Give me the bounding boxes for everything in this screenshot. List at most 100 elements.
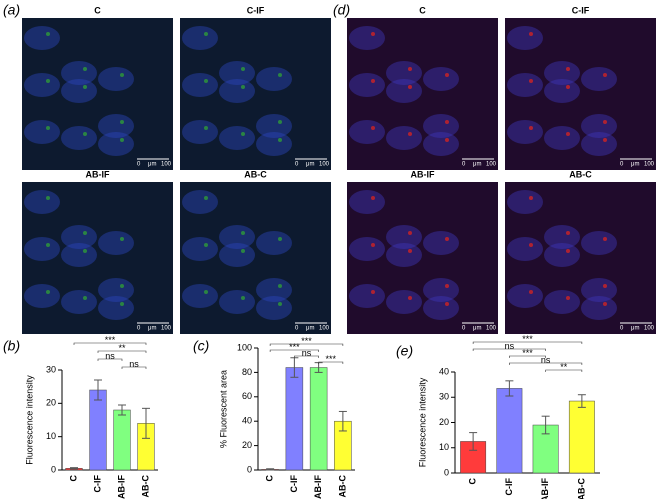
tissue [507, 190, 543, 214]
stain [120, 302, 124, 306]
micrograph-bg [505, 18, 656, 170]
stain [445, 284, 449, 288]
stain [278, 138, 282, 142]
image-label: AB-IF [86, 169, 110, 179]
stain [241, 67, 245, 71]
error-bar [94, 379, 102, 401]
y-axis-label: Fluorescence intensity [417, 377, 427, 467]
significance-bracket [472, 341, 583, 344]
x-tick-label: AB-IF [313, 475, 323, 499]
stain [204, 126, 208, 130]
y-tick-label: 60 [242, 391, 252, 401]
significance-label: *** [105, 335, 116, 345]
tissue [182, 73, 218, 97]
stain [566, 132, 570, 136]
tissue [219, 126, 255, 150]
tissue [182, 284, 218, 308]
stain [83, 85, 87, 89]
tissue [182, 237, 218, 261]
significance-label: ns [105, 351, 115, 361]
micrograph [180, 18, 331, 170]
tissue [349, 284, 385, 308]
stain [445, 237, 449, 241]
tissue [507, 26, 543, 50]
significance-bracket [269, 349, 319, 352]
tissue [581, 67, 617, 91]
stain [445, 138, 449, 142]
scale-end: 100 [486, 326, 497, 332]
stain [529, 290, 533, 294]
stain [120, 120, 124, 124]
stain [204, 243, 208, 247]
stain [371, 79, 375, 83]
stain [566, 231, 570, 235]
significance-bracket [269, 343, 344, 346]
stain [46, 243, 50, 247]
y-axis-label: % Fluorescent area [218, 370, 228, 448]
stain [566, 249, 570, 253]
image-label: C [94, 5, 101, 15]
error-bar [70, 467, 78, 470]
y-tick-label: 20 [439, 417, 449, 427]
image-label: C [419, 5, 426, 15]
significance-label: *** [522, 334, 533, 344]
bar [568, 400, 595, 474]
tissue [544, 79, 580, 103]
tissue [219, 243, 255, 267]
stain [241, 249, 245, 253]
image-label: C-IF [247, 5, 265, 15]
image-label: AB-IF [411, 169, 435, 179]
stain [371, 126, 375, 130]
panel-label: (b) [3, 338, 20, 354]
stain [529, 79, 533, 83]
tissue [507, 73, 543, 97]
scale-end: 100 [486, 162, 497, 168]
scale-unit: μm [148, 162, 156, 168]
bar [285, 367, 304, 471]
bar [309, 367, 328, 471]
scale-end: 100 [161, 326, 172, 332]
stain [408, 67, 412, 71]
stain [46, 196, 50, 200]
tissue [98, 231, 134, 255]
y-tick-label: 0 [247, 464, 252, 474]
micrograph [347, 18, 498, 170]
stain [204, 32, 208, 36]
micrograph [347, 182, 498, 334]
micrograph [180, 182, 331, 334]
significance-bracket [294, 355, 319, 358]
tissue [61, 225, 97, 249]
significance-label: ns [302, 348, 312, 358]
y-tick-label: 100 [237, 342, 252, 352]
scale-unit: μm [631, 162, 639, 168]
micrograph [505, 18, 656, 170]
stain [278, 284, 282, 288]
x-tick-label: C [68, 475, 78, 482]
tissue [24, 284, 60, 308]
stain [83, 231, 87, 235]
tissue [507, 120, 543, 144]
stain [408, 85, 412, 89]
significance-label: ns [129, 359, 139, 369]
tissue [349, 120, 385, 144]
bar [89, 389, 107, 471]
stain [529, 243, 533, 247]
tissue [349, 26, 385, 50]
stain [371, 290, 375, 294]
tissue [507, 237, 543, 261]
y-tick-label: 0 [444, 467, 449, 477]
scale-unit: μm [306, 162, 314, 168]
scale-start: 0 [620, 326, 624, 332]
micrograph-bg [347, 18, 498, 170]
stain [204, 79, 208, 83]
stain [529, 32, 533, 36]
stain [120, 138, 124, 142]
tissue [386, 61, 422, 85]
panel-label: (c) [193, 338, 209, 354]
micrograph-bg [180, 182, 331, 334]
significance-bracket [509, 362, 583, 365]
tissue [256, 132, 292, 156]
y-tick-label: 20 [242, 440, 252, 450]
tissue [544, 225, 580, 249]
